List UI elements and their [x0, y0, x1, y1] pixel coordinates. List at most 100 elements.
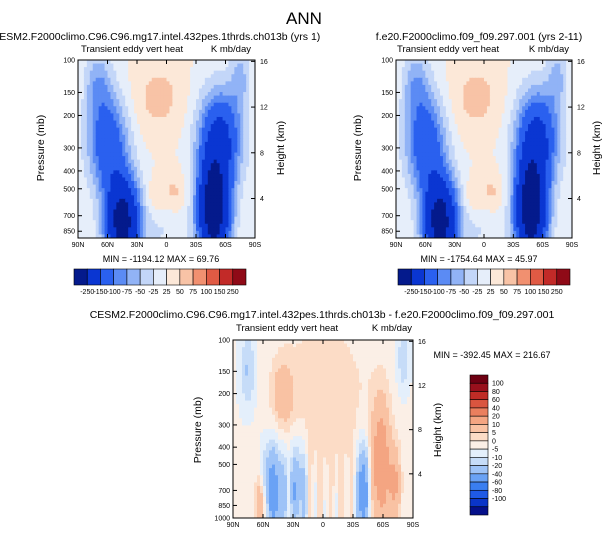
heatmap-cell [228, 205, 232, 211]
heatmap-cell [95, 195, 100, 200]
heatmap-cell [525, 67, 529, 72]
heatmap-cell [440, 67, 444, 72]
heatmap-cell [210, 213, 215, 218]
heatmap-cell [530, 138, 535, 143]
heatmap-cell [507, 156, 511, 161]
heatmap-cell [92, 195, 97, 200]
heatmap-cell [466, 134, 470, 139]
heatmap-cell [513, 92, 517, 97]
heatmap-cell [234, 166, 238, 171]
heatmap-cell [451, 95, 456, 100]
heatmap-cell [504, 134, 509, 139]
heatmap-cell [560, 116, 564, 122]
heatmap-cell [498, 99, 503, 104]
heatmap-cell [507, 70, 511, 75]
heatmap-cell [434, 60, 438, 65]
heatmap-cell [243, 60, 247, 65]
heatmap-cell [128, 205, 132, 211]
heatmap-cell [184, 209, 188, 214]
heatmap-cell [193, 106, 197, 111]
heatmap-cell [172, 74, 176, 79]
heatmap-cell [116, 230, 120, 236]
heatmap-cell [486, 134, 491, 139]
heatmap-cell [116, 106, 120, 111]
heatmap-cell [78, 116, 82, 122]
heatmap-cell [92, 60, 97, 65]
heatmap-cell [187, 149, 191, 154]
heatmap-cell [501, 138, 506, 143]
heatmap-cell [190, 134, 194, 139]
heatmap-cell [125, 166, 129, 171]
heatmap-cell [98, 216, 103, 221]
heatmap-cell [566, 149, 570, 154]
heatmap-cell [445, 141, 450, 147]
heatmap-cell [416, 131, 421, 136]
heatmap-cell [445, 166, 450, 171]
heatmap-cell [98, 77, 103, 82]
heatmap-cell [213, 184, 218, 189]
heatmap-cell [148, 184, 153, 189]
heatmap-cell [154, 95, 159, 100]
heatmap-cell [440, 170, 444, 175]
heatmap-cell [228, 81, 232, 86]
heatmap-cell [475, 60, 479, 65]
heatmap-cell [548, 166, 553, 171]
heatmap-cell [434, 124, 438, 129]
heatmap-cell [478, 102, 482, 107]
heatmap-cell [137, 220, 141, 225]
heatmap-cell [445, 74, 450, 79]
heatmap-cell [466, 60, 470, 65]
heatmap-cell [175, 159, 179, 164]
heatmap-cell [560, 127, 564, 132]
heatmap-cell [154, 63, 159, 68]
heatmap-cell [551, 152, 555, 157]
heatmap-cell [472, 170, 476, 175]
heatmap-cell [157, 152, 162, 157]
heatmap-cell [469, 113, 473, 118]
heatmap-cell [513, 159, 517, 164]
heatmap-cell [516, 159, 520, 164]
heatmap-cell [110, 159, 114, 164]
heatmap-cell [219, 202, 224, 207]
heatmap-cell [228, 127, 232, 132]
heatmap-cell [119, 106, 123, 111]
heatmap-cell [201, 127, 206, 132]
heatmap-cell [213, 70, 218, 75]
heatmap-cell [78, 141, 82, 147]
heatmap-cell [86, 230, 91, 236]
heatmap-cell [454, 67, 459, 72]
heatmap-cell [481, 120, 485, 125]
y-right-tick-label: 12 [260, 105, 268, 112]
heatmap-cell [246, 77, 250, 82]
heatmap-cell [448, 134, 453, 139]
heatmap-cell [107, 145, 112, 150]
heatmap-cell [228, 195, 232, 200]
heatmap-cell [489, 149, 494, 154]
heatmap-cell [196, 109, 200, 114]
heatmap-cell [196, 227, 200, 232]
heatmap-cell [196, 170, 200, 175]
heatmap-cell [196, 230, 200, 236]
heatmap-cell [548, 84, 553, 90]
heatmap-cell [201, 173, 206, 179]
heatmap-cell [507, 145, 511, 150]
heatmap-cell [104, 191, 109, 196]
heatmap-cell [207, 191, 212, 196]
heatmap-cell [184, 134, 188, 139]
heatmap-cell [516, 109, 520, 114]
heatmap-cell [507, 159, 511, 164]
heatmap-cell [231, 149, 235, 154]
heatmap-cell [78, 95, 82, 100]
heatmap-cell [86, 205, 91, 211]
heatmap-cell [196, 184, 200, 189]
heatmap-cell [528, 120, 532, 125]
heatmap-cell [193, 227, 197, 232]
heatmap-cell [181, 216, 185, 221]
heatmap-cell [252, 106, 255, 111]
heatmap-cell [190, 63, 194, 68]
heatmap-cell [80, 141, 85, 147]
heatmap-cell [213, 131, 218, 136]
heatmap-cell [231, 152, 235, 157]
heatmap-cell [554, 81, 558, 86]
heatmap-cell [83, 102, 88, 107]
